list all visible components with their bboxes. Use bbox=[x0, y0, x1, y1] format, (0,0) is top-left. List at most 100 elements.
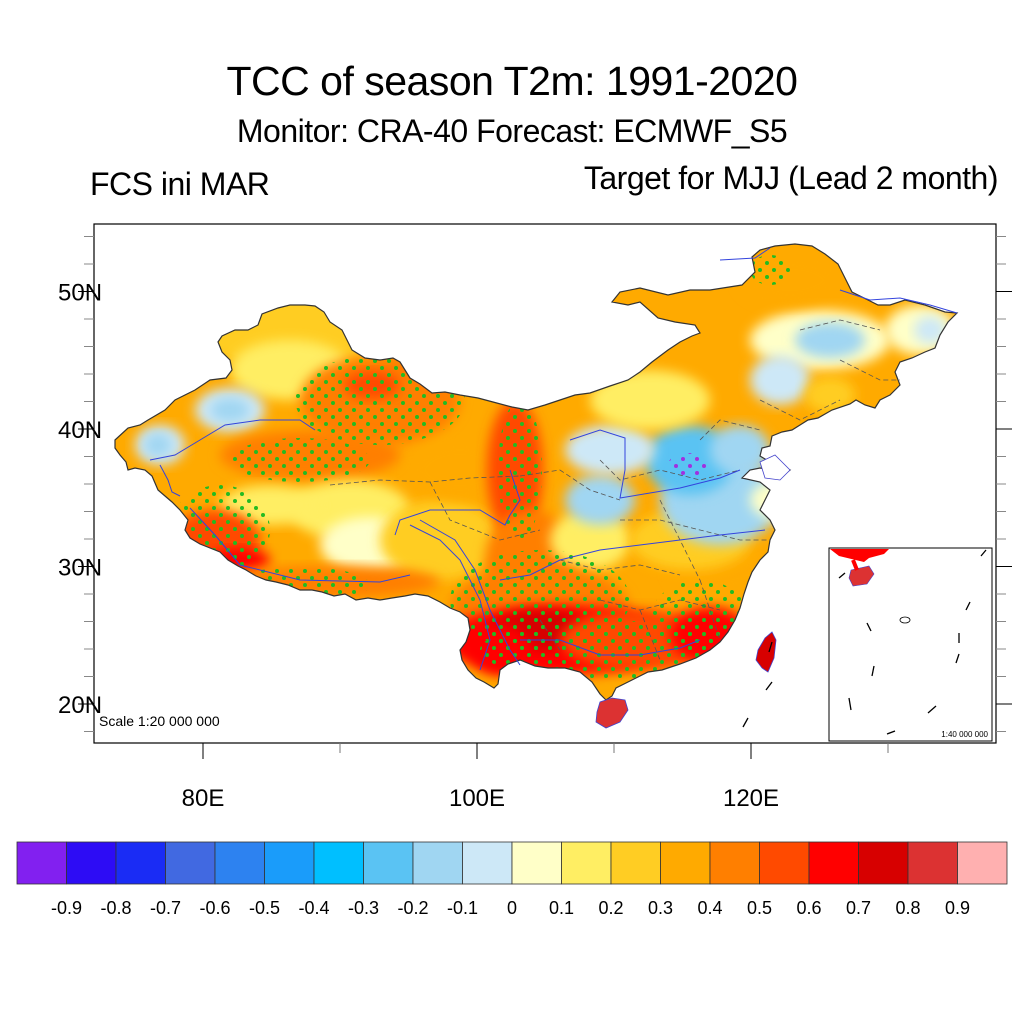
colorbar-box bbox=[462, 841, 513, 885]
field-region-inner-mongolia-west bbox=[565, 425, 655, 475]
colorbar-label: -0.4 bbox=[298, 898, 329, 918]
river bbox=[839, 289, 958, 314]
field-region-mongolia-border bbox=[590, 370, 710, 430]
nine-dash-line-segment bbox=[886, 730, 896, 735]
colorbar-label: -0.9 bbox=[51, 898, 82, 918]
colorbar-box bbox=[660, 841, 711, 885]
province-boundary bbox=[519, 469, 621, 501]
province-boundary bbox=[599, 459, 741, 481]
river bbox=[189, 507, 411, 583]
colorbar-label: 0 bbox=[507, 898, 517, 918]
axes: 80E 100E 120E 20N 30N 40N 50N bbox=[58, 236, 1012, 812]
colorbar-box bbox=[313, 841, 364, 885]
field-region-ningxia bbox=[565, 475, 635, 525]
colorbar-box bbox=[115, 841, 166, 885]
river bbox=[520, 639, 701, 656]
y-tick-label: 30N bbox=[58, 555, 102, 582]
nine-dash-line-segment bbox=[980, 549, 987, 557]
colorbar-label: -0.2 bbox=[397, 898, 428, 918]
stipple-negative bbox=[668, 453, 708, 477]
colorbar-box bbox=[165, 841, 216, 885]
river bbox=[149, 419, 316, 461]
rivers bbox=[149, 247, 958, 671]
nine-dash-line-segment bbox=[871, 665, 875, 677]
colorbar-label: -0.6 bbox=[199, 898, 230, 918]
river bbox=[569, 429, 741, 499]
colorbar-label: -0.1 bbox=[447, 898, 478, 918]
field-region-qaidam bbox=[410, 440, 510, 500]
nine-dash-line-segment bbox=[765, 681, 773, 691]
river bbox=[419, 519, 521, 666]
colorbar-box bbox=[957, 841, 1008, 885]
province-boundary bbox=[559, 559, 681, 576]
x-tick-label: 80E bbox=[182, 785, 225, 812]
colorbar-label: 0.6 bbox=[796, 898, 821, 918]
hainan-island bbox=[595, 697, 629, 729]
inset-scale-annotation: 1:40 000 000 bbox=[941, 730, 988, 739]
chart-subtitle: Monitor: CRA-40 Forecast: ECMWF_S5 bbox=[236, 113, 788, 149]
river bbox=[719, 247, 771, 261]
colorbar: -0.9 -0.8 -0.7 -0.6 -0.5 -0.4 -0.3 -0.2 -0.1 0 0.1… bbox=[16, 841, 1008, 918]
colorbar-label: -0.7 bbox=[150, 898, 181, 918]
y-tick-label: 20N bbox=[58, 692, 102, 719]
colorbar-label: 0.8 bbox=[895, 898, 920, 918]
colorbar-box bbox=[412, 841, 463, 885]
colorbar-box bbox=[759, 841, 810, 885]
colorbar-label: 0.2 bbox=[598, 898, 623, 918]
inset-mainland-coast bbox=[830, 549, 889, 562]
x-tick-label: 120E bbox=[723, 785, 779, 812]
taiwan-island bbox=[755, 631, 777, 673]
colorbar-label: -0.5 bbox=[249, 898, 280, 918]
province-boundary bbox=[699, 419, 761, 441]
colorbar-box bbox=[511, 841, 562, 885]
river bbox=[159, 464, 181, 497]
scale-annotation: Scale 1:20 000 000 bbox=[99, 713, 220, 729]
nine-dash-line-segment bbox=[768, 641, 773, 653]
inset-hainan bbox=[848, 565, 875, 587]
stipple-positive bbox=[750, 255, 790, 285]
nine-dash-line-segment bbox=[848, 697, 852, 711]
colorbar-label: 0.1 bbox=[549, 898, 574, 918]
colorbar-box bbox=[907, 841, 958, 885]
inset-leizhou bbox=[851, 559, 859, 571]
chart-title: TCC of season T2m: 1991-2020 bbox=[226, 58, 798, 104]
province-boundary bbox=[699, 579, 721, 641]
china-border bbox=[114, 243, 959, 701]
colorbar-box bbox=[709, 841, 760, 885]
colorbar-label: -0.8 bbox=[100, 898, 131, 918]
province-boundary bbox=[539, 619, 561, 651]
province-boundary bbox=[799, 319, 881, 331]
nine-dash-line-segment bbox=[742, 717, 749, 728]
colorbar-label: 0.4 bbox=[697, 898, 722, 918]
nine-dash-line-segment bbox=[866, 622, 872, 632]
colorbar-box bbox=[16, 841, 67, 885]
nine-dash-line-segment bbox=[965, 601, 971, 611]
province-boundary bbox=[759, 399, 841, 421]
inset-island-outline bbox=[899, 616, 911, 624]
colorbar-box bbox=[561, 841, 612, 885]
stipple-positive bbox=[230, 438, 370, 482]
nine-dash-line-segment bbox=[838, 572, 846, 579]
x-tick-label: 100E bbox=[449, 785, 505, 812]
colorbar-label: 0.7 bbox=[846, 898, 871, 918]
y-tick-label: 50N bbox=[58, 280, 102, 307]
colorbar-box bbox=[808, 841, 859, 885]
colorbar-label: -0.3 bbox=[348, 898, 379, 918]
south-china-sea-inset: 1:40 000 000 bbox=[828, 547, 993, 742]
right-string: Target for MJJ (Lead 2 month) bbox=[583, 160, 999, 196]
y-tick-label: 40N bbox=[58, 417, 102, 444]
colorbar-box bbox=[363, 841, 414, 885]
colorbar-box bbox=[264, 841, 315, 885]
bohai-sea bbox=[759, 454, 791, 481]
significance-stipple bbox=[170, 255, 790, 680]
colorbar-box bbox=[858, 841, 909, 885]
china-outline bbox=[114, 243, 959, 729]
nine-dash-line-segment bbox=[955, 653, 960, 664]
colorbar-label: 0.3 bbox=[648, 898, 673, 918]
stipple-positive bbox=[498, 400, 542, 540]
colorbar-box bbox=[214, 841, 265, 885]
colorbar-box bbox=[66, 841, 117, 885]
province-boundary bbox=[620, 519, 770, 541]
province-boundary bbox=[839, 359, 900, 381]
